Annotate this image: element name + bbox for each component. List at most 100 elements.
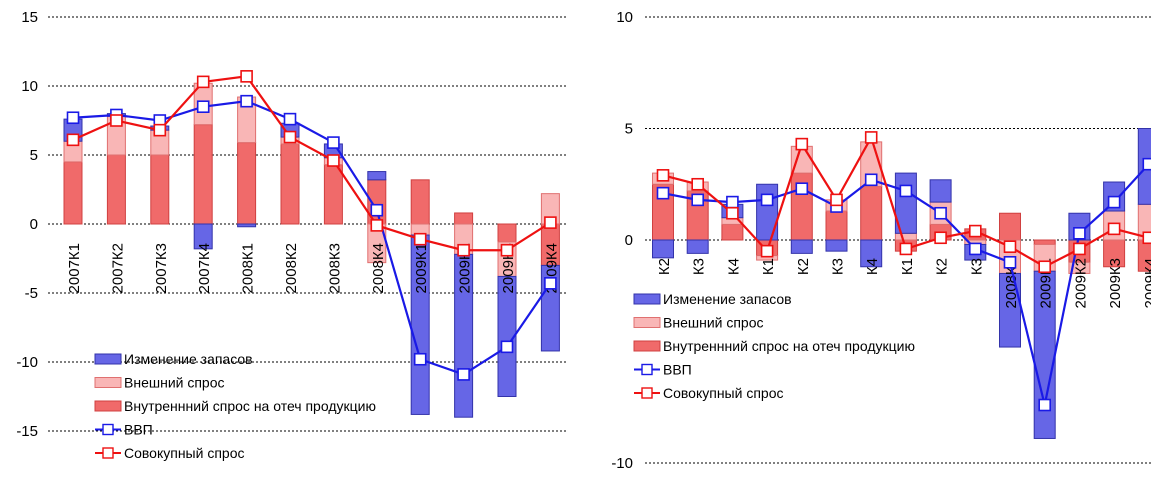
x-tick-label: 2009К2 bbox=[1072, 258, 1089, 308]
bar-domestic bbox=[860, 185, 883, 241]
x-tick-label: 2009К1 bbox=[413, 243, 430, 293]
x-tick-label: 2008К1 bbox=[240, 243, 257, 293]
aggregate-demand-marker bbox=[327, 154, 340, 167]
aggregate-demand-line bbox=[72, 75, 551, 252]
aggregate-demand-marker bbox=[370, 219, 384, 232]
legend-label: Совокупный спрос bbox=[124, 445, 244, 461]
x-tick-label: К2 bbox=[934, 258, 951, 275]
aggregate-demand-marker bbox=[500, 243, 514, 257]
gdp-marker bbox=[544, 277, 557, 290]
aggregate-demand-marker bbox=[864, 131, 878, 144]
bar-domestic bbox=[280, 143, 300, 225]
bar-domestic bbox=[410, 179, 430, 225]
left-chart: 15 10 5 0 -5 -10 -15 2007К1 2007К2 2007К3 2007К4 20… bbox=[16, 9, 568, 461]
legend-swatch bbox=[94, 377, 122, 388]
aggregate-demand-marker bbox=[110, 114, 123, 127]
x-tick-label: 2008К2 bbox=[283, 243, 300, 293]
gdp-marker bbox=[457, 368, 470, 381]
legend-swatch bbox=[633, 340, 661, 352]
legend-label: Изменение запасов bbox=[124, 351, 253, 367]
aggregate-demand-marker bbox=[66, 133, 80, 147]
aggregate-demand-marker bbox=[413, 232, 427, 246]
x-tick-label: 2008К3 bbox=[326, 243, 343, 293]
x-tick-label: К2 bbox=[656, 258, 673, 275]
aggregate-demand-marker bbox=[1038, 260, 1051, 274]
x-tick-label: К4 bbox=[864, 258, 881, 275]
bar-inventory bbox=[497, 275, 517, 397]
bar-domestic bbox=[825, 210, 848, 241]
y-tick-label: 0 bbox=[30, 216, 38, 233]
y-tick-label: 0 bbox=[625, 232, 633, 249]
aggregate-demand-marker bbox=[196, 75, 210, 89]
gdp-marker bbox=[413, 352, 427, 366]
y-tick-label: 10 bbox=[616, 9, 633, 26]
bar-domestic bbox=[193, 124, 213, 225]
aggregate-demand-marker bbox=[240, 70, 253, 83]
x-tick-label: 2009К3 bbox=[1107, 258, 1124, 308]
legend-label: Внутреннний спрос на отеч продукцию bbox=[124, 398, 376, 414]
x-tick-label: 2007К4 bbox=[196, 243, 213, 293]
y-tick-label: 10 bbox=[21, 78, 38, 95]
y-tick-label: -15 bbox=[16, 423, 38, 440]
bar-domestic bbox=[323, 164, 343, 225]
bar-inventory bbox=[652, 239, 674, 259]
gdp-marker bbox=[864, 173, 878, 187]
x-tick-label: К1 bbox=[760, 258, 777, 275]
gdp-marker bbox=[760, 193, 774, 207]
bar-domestic bbox=[721, 223, 744, 241]
x-tick-label: 2007К1 bbox=[66, 243, 83, 293]
gdp-marker bbox=[370, 203, 384, 217]
aggregate-demand-marker bbox=[457, 243, 470, 257]
gdp-marker bbox=[500, 340, 514, 354]
gdp-marker bbox=[66, 111, 80, 125]
bar-inventory bbox=[999, 272, 1021, 348]
gdp-marker bbox=[934, 206, 947, 220]
legend-label: Совокупный спрос bbox=[663, 385, 783, 401]
bar-inventory bbox=[237, 223, 257, 228]
gdp-marker bbox=[1107, 195, 1121, 209]
bar-domestic bbox=[237, 142, 257, 225]
x-tick-label: 2007К3 bbox=[153, 243, 170, 293]
aggregate-demand-marker bbox=[283, 130, 297, 144]
gdp-marker bbox=[196, 100, 210, 113]
x-tick-label: К4 bbox=[725, 258, 742, 275]
x-tick-label: К1 bbox=[899, 258, 916, 275]
bar-inventory bbox=[929, 179, 952, 203]
gdp-marker bbox=[1073, 227, 1086, 240]
aggregate-demand-marker bbox=[830, 193, 843, 207]
x-tick-label: 2008К4 bbox=[1003, 258, 1020, 308]
bar-inventory bbox=[860, 239, 883, 268]
aggregate-demand-marker bbox=[153, 123, 167, 137]
aggregate-demand-marker bbox=[899, 242, 913, 256]
bar-inventory bbox=[825, 239, 848, 252]
legend-swatch bbox=[94, 353, 122, 365]
aggregate-demand-marker bbox=[795, 137, 809, 151]
gdp-marker bbox=[691, 193, 705, 207]
bar-inventory bbox=[686, 239, 709, 254]
legend-label: ВВП bbox=[124, 422, 153, 438]
gdp-marker bbox=[1142, 157, 1151, 171]
aggregate-demand-marker bbox=[544, 216, 557, 229]
x-tick-label: К2 bbox=[795, 258, 812, 275]
legend: Изменение запасов Внешний спрос Внутреннни… bbox=[633, 291, 915, 401]
aggregate-demand-marker bbox=[1003, 240, 1017, 253]
legend-marker bbox=[102, 447, 114, 459]
bar-inventory bbox=[790, 239, 813, 254]
gdp-marker bbox=[1038, 398, 1051, 412]
legend-label: ВВП bbox=[663, 362, 692, 378]
bar-domestic bbox=[63, 161, 83, 225]
legend-marker bbox=[102, 423, 114, 436]
x-tick-label: 2007К2 bbox=[109, 243, 126, 293]
legend-label: Внешний спрос bbox=[124, 375, 225, 391]
gdp-marker bbox=[1003, 255, 1017, 269]
aggregate-demand-marker bbox=[934, 231, 947, 245]
gdp-line bbox=[72, 100, 552, 376]
gdp-marker bbox=[899, 184, 913, 198]
legend-label: Внешний спрос bbox=[663, 315, 764, 331]
gdp-marker bbox=[726, 195, 739, 209]
x-tick-label: К3 bbox=[691, 258, 708, 275]
x-tick-label: К3 bbox=[968, 258, 985, 275]
bar-domestic bbox=[1033, 239, 1056, 245]
